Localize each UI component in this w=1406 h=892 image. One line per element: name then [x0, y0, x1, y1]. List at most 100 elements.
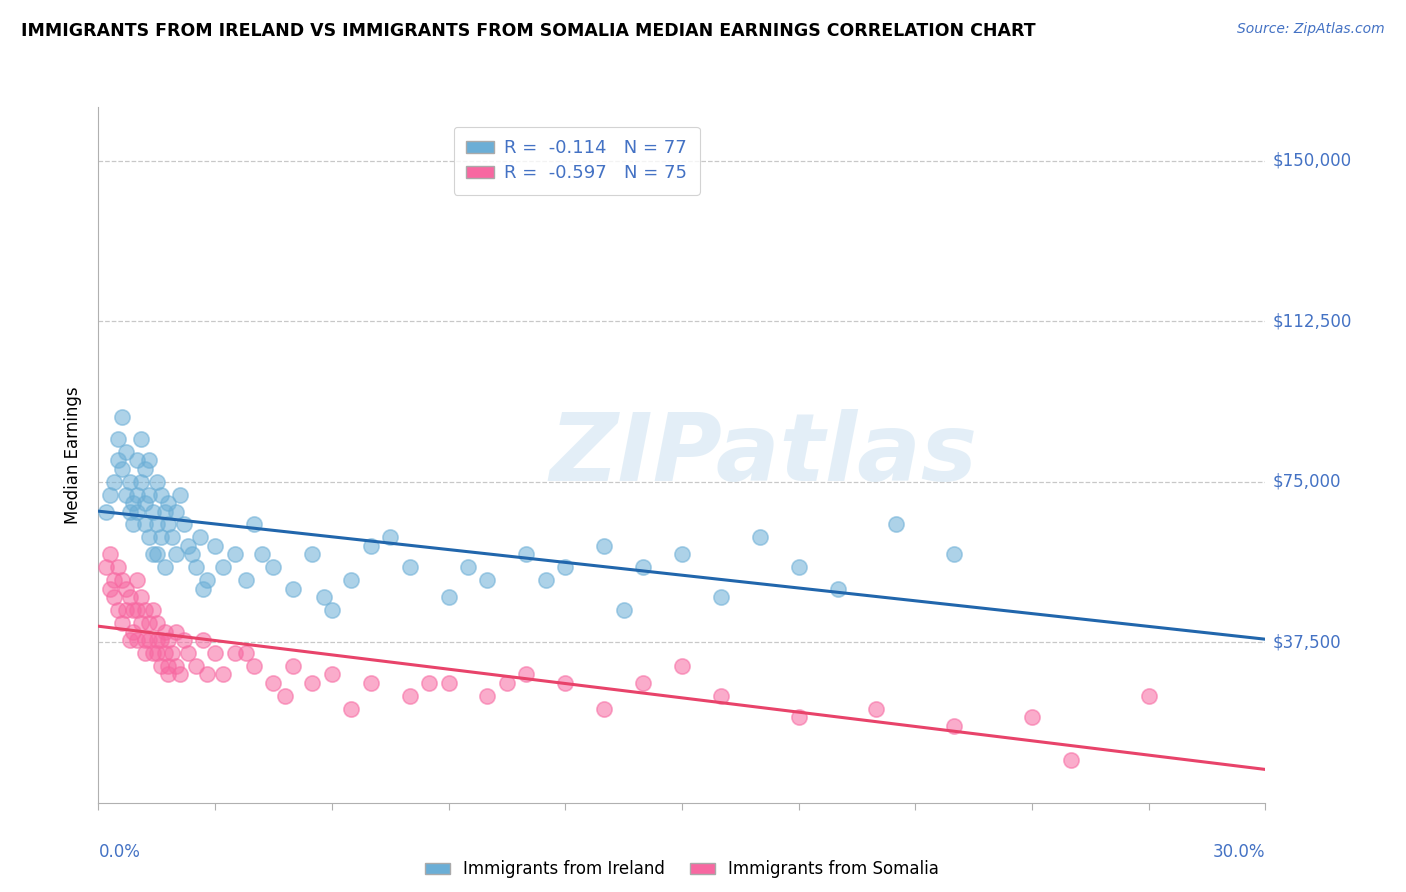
Point — [398, 689, 420, 703]
Point — [127, 573, 149, 587]
Point — [165, 548, 187, 562]
Point — [943, 719, 966, 733]
Text: ZIPatlas: ZIPatlas — [550, 409, 977, 501]
Point — [554, 676, 576, 690]
Point — [111, 573, 134, 587]
Point — [398, 560, 420, 574]
Point — [114, 603, 136, 617]
Point — [127, 487, 149, 501]
Point — [243, 658, 266, 673]
Point — [107, 453, 129, 467]
Point — [162, 530, 184, 544]
Point — [224, 646, 246, 660]
Text: IMMIGRANTS FROM IRELAND VS IMMIGRANTS FROM SOMALIA MEDIAN EARNINGS CORRELATION C: IMMIGRANTS FROM IRELAND VS IMMIGRANTS FR… — [21, 22, 1036, 40]
Legend: Immigrants from Ireland, Immigrants from Somalia: Immigrants from Ireland, Immigrants from… — [418, 854, 946, 885]
Point — [157, 633, 180, 648]
Point — [787, 560, 810, 574]
Point — [118, 505, 141, 519]
Point — [127, 603, 149, 617]
Point — [138, 487, 160, 501]
Point — [134, 496, 156, 510]
Point — [103, 475, 125, 489]
Point — [177, 646, 200, 660]
Point — [146, 646, 169, 660]
Point — [149, 633, 172, 648]
Point — [671, 658, 693, 673]
Point — [127, 633, 149, 648]
Point — [98, 487, 121, 501]
Point — [114, 444, 136, 458]
Point — [96, 560, 118, 574]
Point — [943, 548, 966, 562]
Point — [671, 548, 693, 562]
Point — [146, 615, 169, 630]
Point — [827, 582, 849, 596]
Text: 0.0%: 0.0% — [98, 843, 141, 861]
Point — [631, 676, 654, 690]
Point — [149, 487, 172, 501]
Point — [165, 505, 187, 519]
Point — [495, 676, 517, 690]
Point — [153, 646, 176, 660]
Point — [142, 603, 165, 617]
Text: Source: ZipAtlas.com: Source: ZipAtlas.com — [1237, 22, 1385, 37]
Point — [134, 517, 156, 532]
Point — [360, 676, 382, 690]
Point — [157, 517, 180, 532]
Point — [107, 603, 129, 617]
Point — [98, 548, 121, 562]
Point — [118, 633, 141, 648]
Point — [129, 615, 152, 630]
Point — [118, 591, 141, 605]
Point — [180, 548, 202, 562]
Point — [165, 658, 187, 673]
Point — [262, 560, 284, 574]
Point — [134, 633, 156, 648]
Point — [129, 475, 152, 489]
Point — [107, 560, 129, 574]
Point — [103, 591, 125, 605]
Point — [212, 667, 235, 681]
Point — [612, 603, 634, 617]
Point — [173, 517, 195, 532]
Point — [122, 517, 145, 532]
Point — [515, 548, 537, 562]
Point — [111, 462, 134, 476]
Point — [212, 560, 235, 574]
Point — [312, 591, 335, 605]
Point — [301, 548, 323, 562]
Point — [437, 676, 460, 690]
Point — [146, 475, 169, 489]
Point — [153, 624, 176, 639]
Point — [321, 603, 343, 617]
Point — [193, 633, 215, 648]
Point — [134, 603, 156, 617]
Text: $37,500: $37,500 — [1272, 633, 1341, 651]
Point — [262, 676, 284, 690]
Point — [378, 530, 402, 544]
Point — [146, 548, 169, 562]
Point — [111, 410, 134, 425]
Point — [96, 505, 118, 519]
Point — [593, 539, 616, 553]
Point — [162, 646, 184, 660]
Point — [157, 658, 180, 673]
Point — [340, 701, 363, 715]
Point — [631, 560, 654, 574]
Point — [114, 487, 136, 501]
Point — [129, 432, 152, 446]
Point — [274, 689, 297, 703]
Point — [281, 658, 304, 673]
Point — [748, 530, 770, 544]
Point — [98, 582, 121, 596]
Point — [515, 667, 537, 681]
Point — [235, 573, 257, 587]
Point — [127, 505, 149, 519]
Point — [865, 701, 887, 715]
Point — [710, 591, 733, 605]
Point — [204, 646, 226, 660]
Point — [457, 560, 479, 574]
Point — [153, 505, 176, 519]
Point — [418, 676, 440, 690]
Point — [138, 615, 160, 630]
